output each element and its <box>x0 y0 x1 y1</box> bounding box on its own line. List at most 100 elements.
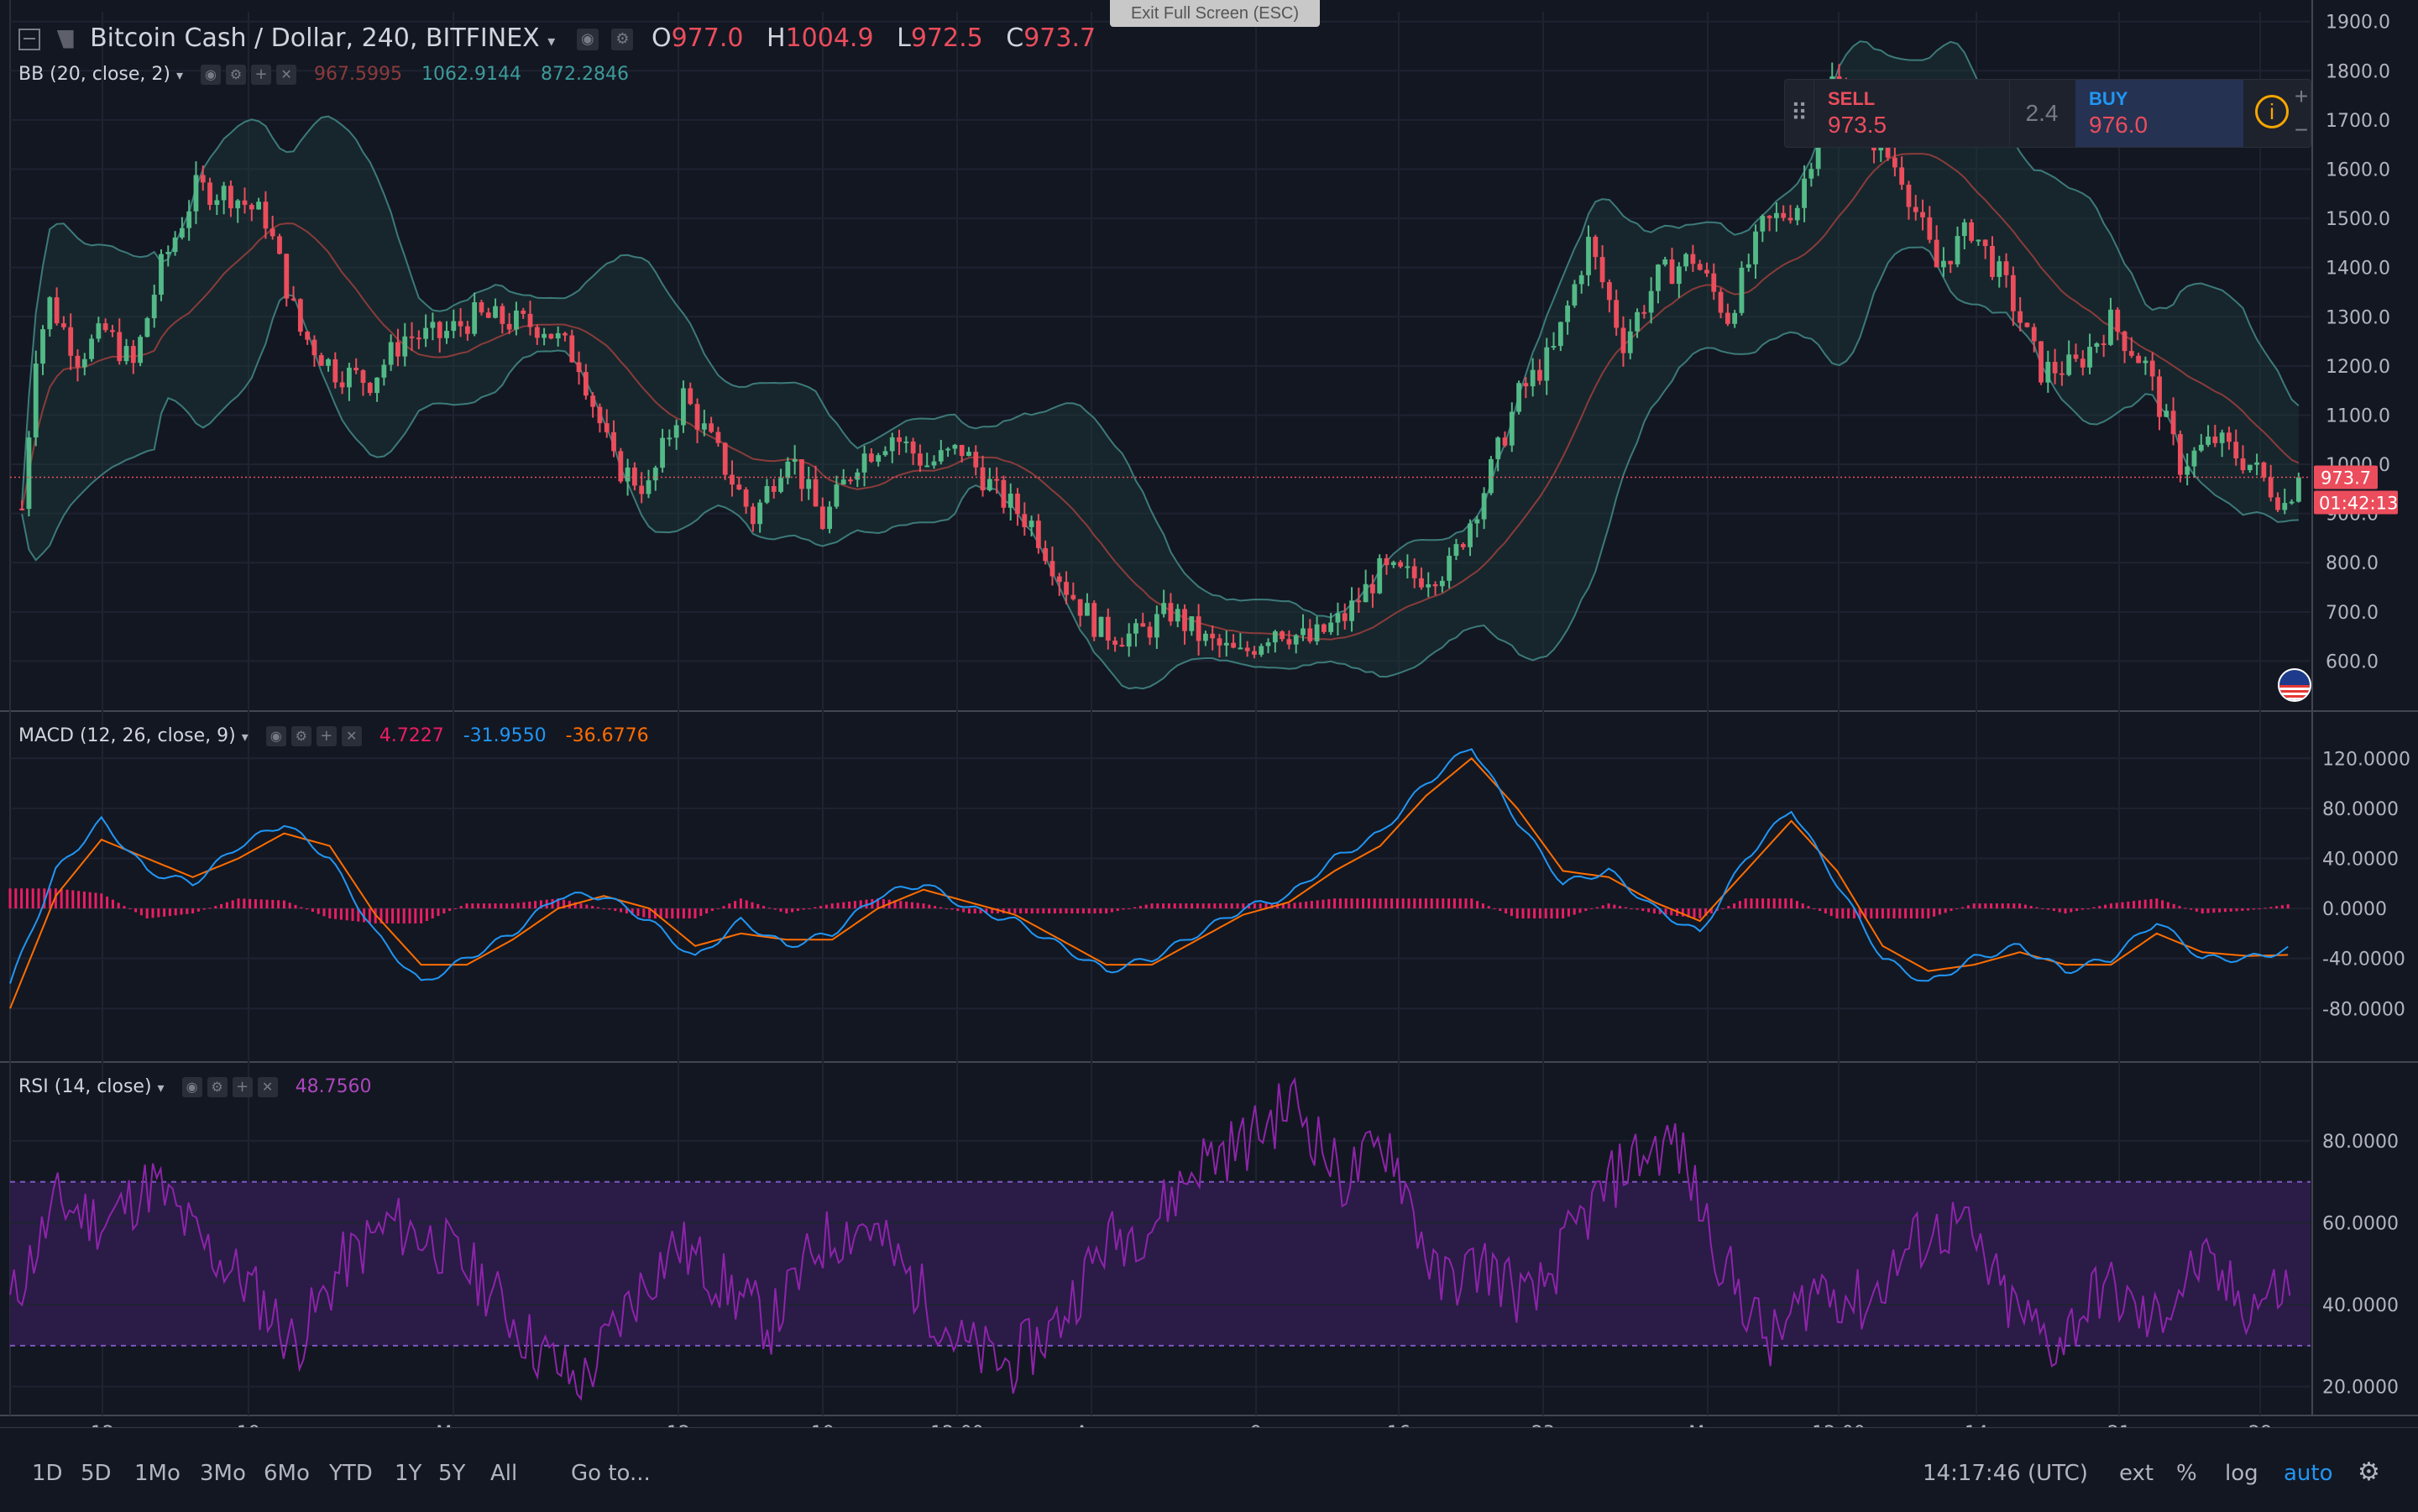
rsi-remove-icon[interactable]: ✕ <box>257 1077 278 1097</box>
minus-icon[interactable]: − <box>2294 117 2309 143</box>
timeframe-1d[interactable]: 1D <box>32 1461 63 1486</box>
bb-settings-icon[interactable]: ⚙ <box>226 65 247 85</box>
macd-histogram-bar <box>322 908 326 917</box>
drag-handle-icon[interactable]: ⠿ <box>1790 100 1808 126</box>
timeframe-5d[interactable]: 5D <box>81 1461 112 1486</box>
rsi-add-icon[interactable]: + <box>232 1077 253 1097</box>
bb-remove-icon[interactable]: ✕ <box>276 65 297 85</box>
ext-toggle[interactable]: ext <box>2119 1461 2154 1486</box>
rsi-dropdown-icon[interactable]: ▾ <box>157 1080 165 1096</box>
candle-body <box>165 252 171 254</box>
macd-histogram-bar <box>2241 908 2244 911</box>
bb-dropdown-icon[interactable]: ▾ <box>175 67 184 83</box>
timeframe-1y[interactable]: 1Y <box>395 1461 422 1486</box>
macd-label[interactable]: MACD (12, 26, close, 9) <box>18 725 236 746</box>
macd-histogram-bar <box>163 908 166 917</box>
timeframe-5y[interactable]: 5Y <box>438 1461 466 1486</box>
macd-histogram-bar <box>1065 908 1068 914</box>
price-tick-label: 1900.0 <box>2326 13 2390 34</box>
candle-body <box>1502 437 1508 446</box>
macd-histogram-bar <box>2098 906 2101 909</box>
macd-add-icon[interactable]: + <box>316 726 337 746</box>
candle-body <box>360 370 366 384</box>
goto-button[interactable]: Go to... <box>571 1461 651 1486</box>
macd-histogram-bar <box>1772 898 1776 909</box>
macd-histogram-bar <box>1784 898 1787 909</box>
macd-histogram-bar <box>910 902 913 909</box>
candle-body <box>1920 212 1925 217</box>
candle-body <box>326 358 331 366</box>
bb-label[interactable]: BB (20, close, 2) <box>18 64 170 85</box>
candle-body <box>1815 137 1821 170</box>
candle-body <box>861 453 867 473</box>
us-flag-icon[interactable] <box>2278 668 2311 702</box>
candle-body <box>2295 477 2301 502</box>
candle-body <box>270 228 275 237</box>
symbol-dropdown-icon[interactable]: ▾ <box>547 33 556 50</box>
bb-add-icon[interactable]: + <box>251 65 272 85</box>
macd-histogram-bar <box>1955 908 1959 910</box>
symbol-title[interactable]: Bitcoin Cash / Dollar, 240, BITFINEX <box>90 24 540 53</box>
clock-readout[interactable]: 14:17:46 (UTC) <box>1923 1461 2088 1486</box>
macd-histogram-bar <box>2070 908 2073 913</box>
macd-histogram-bar <box>1293 902 1296 909</box>
macd-remove-icon[interactable]: ✕ <box>341 726 362 746</box>
countdown-badge <box>2314 490 2398 515</box>
timeframe-3mo[interactable]: 3Mo <box>200 1461 246 1486</box>
macd-histogram-bar <box>425 908 428 921</box>
candle-body <box>876 455 882 462</box>
bb-eye-icon[interactable]: ◉ <box>201 65 222 85</box>
sell-button[interactable]: SELL 973.5 <box>1814 80 2010 147</box>
candle-body <box>2247 464 2253 471</box>
auto-toggle[interactable]: auto <box>2284 1461 2333 1486</box>
candle-body <box>819 506 825 530</box>
candle-body <box>1356 600 1362 603</box>
log-toggle[interactable]: log <box>2225 1461 2258 1486</box>
gear-icon[interactable]: ⚙ <box>2358 1457 2380 1487</box>
bb-basis-value: 967.5995 <box>314 64 402 85</box>
rsi-label[interactable]: RSI (14, close) <box>18 1076 152 1097</box>
macd-histogram-bar <box>1350 898 1353 909</box>
candle-body <box>444 331 449 338</box>
candle-body <box>897 437 902 442</box>
macd-histogram-bar <box>631 908 634 915</box>
rsi-settings-icon[interactable]: ⚙ <box>207 1077 228 1097</box>
candle-body <box>1669 259 1675 285</box>
macd-histogram-bar <box>2280 905 2284 909</box>
eye-icon[interactable]: ◉ <box>576 28 599 50</box>
candle-body <box>1049 561 1055 577</box>
rsi-line <box>9 1076 2291 1401</box>
macd-histogram-bar <box>459 906 463 909</box>
percent-toggle[interactable]: % <box>2176 1461 2197 1486</box>
candle-body <box>2261 462 2267 478</box>
settings-icon[interactable]: ⚙ <box>611 28 634 50</box>
candle-body <box>1739 267 1745 313</box>
macd-histogram-bar <box>1521 908 1525 918</box>
macd-eye-icon[interactable]: ◉ <box>265 726 286 746</box>
macd-dropdown-icon[interactable]: ▾ <box>241 729 249 745</box>
timeframe-all[interactable]: All <box>490 1461 518 1486</box>
candle-body <box>1892 157 1897 168</box>
macd-histogram-bar <box>1384 898 1388 909</box>
plus-icon[interactable]: + <box>2294 83 2309 109</box>
macd-histogram-bar <box>2229 908 2232 912</box>
candle-body <box>1489 458 1494 494</box>
timeframe-6mo[interactable]: 6Mo <box>264 1461 310 1486</box>
exit-fullscreen-button[interactable]: Exit Full Screen (ESC) <box>1110 0 1320 27</box>
collapse-icon[interactable] <box>18 28 40 50</box>
macd-histogram-bar <box>94 892 97 909</box>
candle-body <box>479 302 484 313</box>
macd-histogram-bar <box>1270 903 1274 909</box>
info-icon[interactable]: i <box>2255 95 2289 128</box>
candle-body <box>1085 603 1090 616</box>
macd-histogram-bar <box>277 900 280 909</box>
candle-body <box>388 342 394 365</box>
timeframe-1mo[interactable]: 1Mo <box>134 1461 181 1486</box>
macd-settings-icon[interactable]: ⚙ <box>290 726 311 746</box>
macd-tick-label: -40.0000 <box>2322 950 2405 971</box>
candle-body <box>1223 642 1229 646</box>
rsi-eye-icon[interactable]: ◉ <box>181 1077 202 1097</box>
buy-button[interactable]: BUY 976.0 <box>2075 80 2243 147</box>
timeframe-ytd[interactable]: YTD <box>329 1461 373 1486</box>
